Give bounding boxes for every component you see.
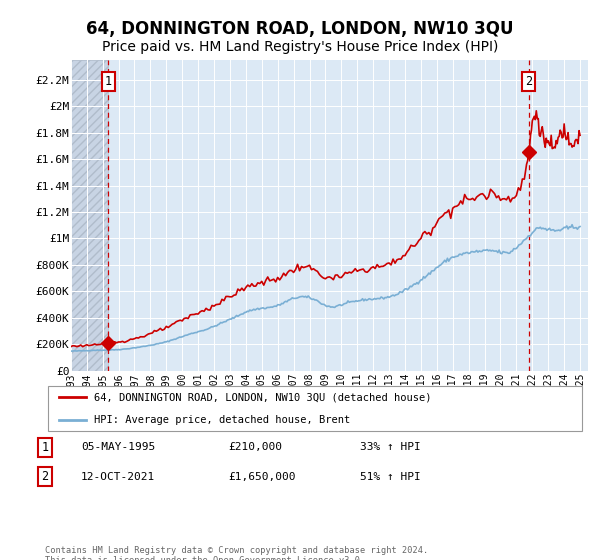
FancyBboxPatch shape bbox=[48, 386, 582, 431]
Text: £210,000: £210,000 bbox=[228, 442, 282, 452]
Text: 64, DONNINGTON ROAD, LONDON, NW10 3QU (detached house): 64, DONNINGTON ROAD, LONDON, NW10 3QU (d… bbox=[94, 393, 431, 403]
Text: 1: 1 bbox=[104, 75, 112, 88]
Text: Price paid vs. HM Land Registry's House Price Index (HPI): Price paid vs. HM Land Registry's House … bbox=[102, 40, 498, 54]
Text: £1,650,000: £1,650,000 bbox=[228, 472, 296, 482]
Text: 2: 2 bbox=[525, 75, 532, 88]
Text: Contains HM Land Registry data © Crown copyright and database right 2024.
This d: Contains HM Land Registry data © Crown c… bbox=[45, 546, 428, 560]
Text: 2: 2 bbox=[41, 470, 49, 483]
Text: 12-OCT-2021: 12-OCT-2021 bbox=[81, 472, 155, 482]
Text: 33% ↑ HPI: 33% ↑ HPI bbox=[360, 442, 421, 452]
Text: 1: 1 bbox=[41, 441, 49, 454]
Text: HPI: Average price, detached house, Brent: HPI: Average price, detached house, Bren… bbox=[94, 415, 350, 425]
Text: 05-MAY-1995: 05-MAY-1995 bbox=[81, 442, 155, 452]
Text: 64, DONNINGTON ROAD, LONDON, NW10 3QU: 64, DONNINGTON ROAD, LONDON, NW10 3QU bbox=[86, 20, 514, 38]
Text: 51% ↑ HPI: 51% ↑ HPI bbox=[360, 472, 421, 482]
